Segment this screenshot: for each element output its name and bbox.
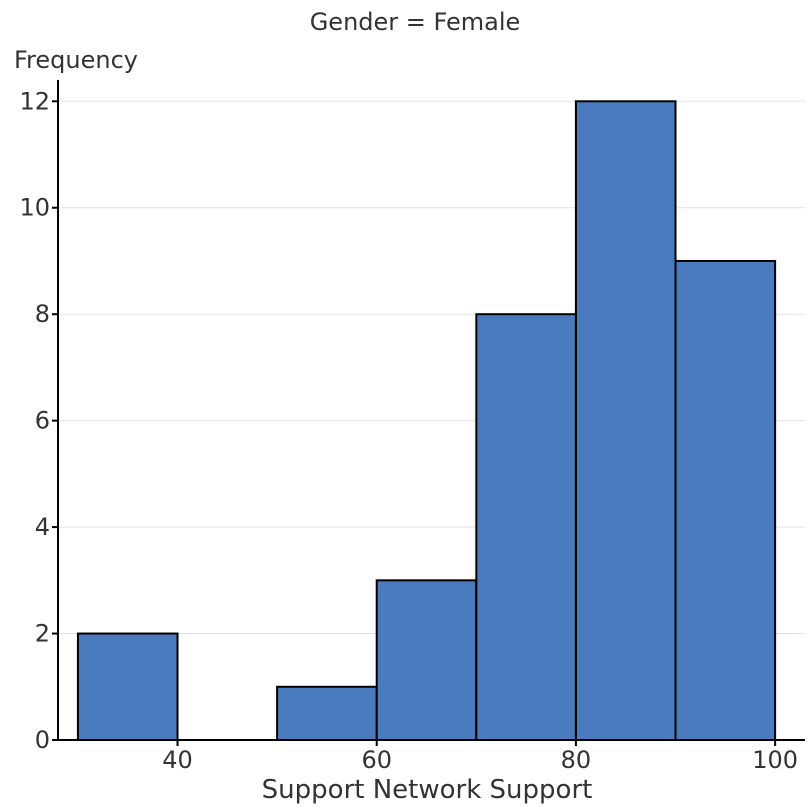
axes	[57, 80, 805, 741]
y-tick-label-4: 4	[35, 513, 50, 541]
x-tick-label-60: 60	[361, 746, 392, 774]
bar-50-60	[276, 685, 378, 741]
bar-90-100	[674, 259, 777, 741]
bar-80-90	[574, 100, 677, 741]
x-tick-label-40: 40	[162, 746, 193, 774]
y-tick-label-0: 0	[35, 726, 50, 754]
y-tick-label-2: 2	[35, 620, 50, 648]
bars	[76, 100, 777, 742]
x-ticks: 40 60 80 100	[162, 740, 798, 774]
y-tick-label-12: 12	[19, 87, 50, 115]
chart-title: Gender = Female	[310, 8, 521, 36]
y-ticks: 0 2 4 6 8 10 12	[19, 87, 58, 754]
bar-70-80	[475, 313, 577, 741]
x-tick-label-100: 100	[752, 746, 798, 774]
bar-30-40	[76, 632, 179, 742]
y-axis-label: Frequency	[14, 46, 138, 74]
x-tick-label-80: 80	[561, 746, 592, 774]
y-tick-label-10: 10	[19, 194, 50, 222]
bar-60-70	[375, 579, 478, 741]
x-axis-label: Support Network Support	[262, 775, 593, 805]
y-tick-label-6: 6	[35, 407, 50, 435]
y-tick-label-8: 8	[35, 300, 50, 328]
